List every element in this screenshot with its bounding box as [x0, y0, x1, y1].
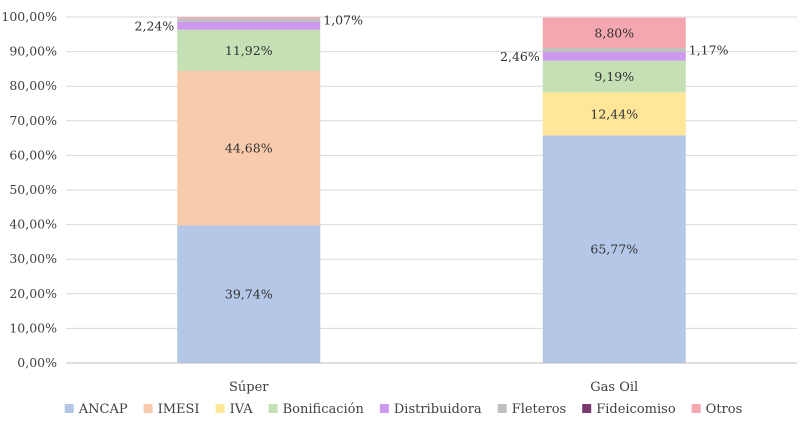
- y-tick-label: 30,00%: [9, 251, 57, 266]
- legend-label: Fleteros: [512, 402, 567, 417]
- bar-segment: [177, 70, 321, 226]
- y-tick-label: 50,00%: [9, 182, 57, 197]
- bars: [177, 17, 686, 363]
- bar-segment: [542, 17, 686, 49]
- legend-label: Distribuidora: [394, 402, 482, 417]
- y-tick-label: 60,00%: [9, 147, 57, 162]
- legend-swatch: [143, 404, 153, 413]
- y-tick-label: 10,00%: [9, 320, 57, 335]
- y-axis: 0,00% 10,00% 20,00% 30,00% 40,00% 50,00% 60,00…: [1, 9, 57, 370]
- bar-segment: [542, 48, 686, 53]
- data-label: 2,46%: [500, 49, 540, 64]
- legend-label: IMESI: [158, 402, 200, 417]
- y-tick-label: 20,00%: [9, 286, 57, 301]
- category-label: Súper: [229, 380, 269, 395]
- data-label: 39,74%: [225, 287, 273, 302]
- bar-segment: [542, 52, 686, 61]
- y-tick-label: 100,00%: [1, 9, 57, 24]
- bar-segment: [177, 21, 321, 30]
- bar-segment: [177, 225, 321, 363]
- legend-label: IVA: [230, 402, 254, 417]
- y-tick-label: 80,00%: [9, 78, 57, 93]
- y-tick-label: 0,00%: [17, 355, 57, 370]
- legend-swatch: [379, 404, 389, 413]
- legend-swatch: [64, 404, 74, 413]
- data-label: 11,92%: [225, 43, 273, 58]
- bar-segment: [542, 135, 686, 363]
- legend-label: Fideicomiso: [596, 402, 676, 417]
- y-tick-label: 40,00%: [9, 217, 57, 232]
- data-label: 44,68%: [225, 141, 273, 156]
- bar-segment: [177, 17, 321, 19]
- y-tick-label: 90,00%: [9, 44, 57, 59]
- data-label: 1,17%: [689, 43, 729, 58]
- category-label: Gas Oil: [590, 380, 638, 395]
- legend: ANCAP IMESI IVA Bonificación Distribuidora Fl…: [64, 402, 743, 417]
- bar-segment: [542, 92, 686, 136]
- data-label: 2,24%: [135, 18, 175, 33]
- legend-label: Otros: [706, 402, 743, 417]
- legend-label: ANCAP: [78, 402, 128, 417]
- data-label: 8,80%: [594, 25, 634, 40]
- legend-swatch: [497, 404, 507, 413]
- legend-swatch: [691, 404, 701, 413]
- data-label: 9,19%: [594, 69, 634, 84]
- x-axis: Súper Gas Oil: [66, 362, 797, 395]
- data-label: 65,77%: [590, 242, 638, 257]
- gridlines: [66, 16, 797, 364]
- bar-segment: [177, 29, 321, 71]
- legend-label: Bonificación: [283, 402, 365, 417]
- data-label: 1,07%: [323, 13, 363, 28]
- bar-segment: [542, 60, 686, 93]
- y-tick-label: 70,00%: [9, 113, 57, 128]
- legend-swatch: [268, 404, 278, 413]
- legend-swatch: [215, 404, 225, 413]
- legend-swatch: [582, 404, 592, 413]
- bar-segment: [177, 18, 321, 22]
- data-label: 12,44%: [590, 106, 638, 121]
- data-labels: 39,74% 44,68% 11,92% 2,24% 1,07% 65,77% 12,44%…: [135, 13, 729, 302]
